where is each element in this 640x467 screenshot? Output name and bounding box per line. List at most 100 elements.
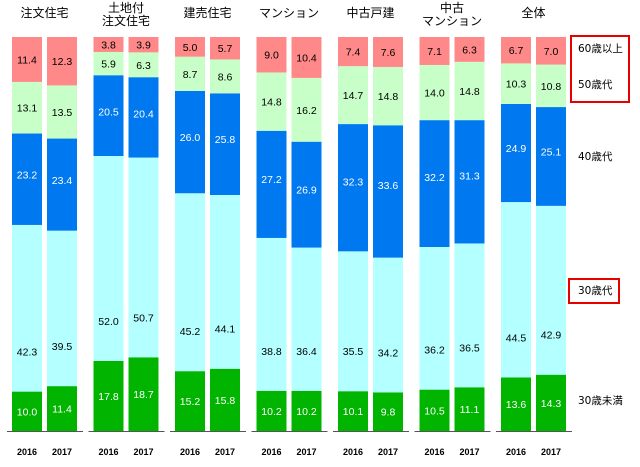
bar-segment	[419, 120, 450, 248]
bar-segment	[210, 368, 240, 431]
data-label: 18.7	[133, 389, 154, 401]
data-label: 38.8	[261, 346, 282, 358]
group-title: 土地付	[108, 1, 144, 15]
bar-segment	[501, 37, 531, 64]
data-label: 5.7	[218, 43, 233, 55]
bar-segment	[501, 103, 531, 203]
bar-segment	[93, 360, 124, 431]
data-label: 17.8	[98, 391, 119, 403]
data-label: 13.6	[506, 399, 527, 411]
bar-segment	[454, 243, 485, 388]
data-label: 12.3	[52, 56, 73, 68]
data-label: 15.8	[215, 395, 236, 407]
bar-segment	[419, 389, 450, 431]
data-label: 14.3	[541, 398, 562, 410]
bar-segment	[12, 133, 42, 225]
group-title: マンション	[422, 14, 482, 28]
legend-entry: 50歳代	[578, 79, 613, 91]
bar-segment	[454, 387, 485, 431]
data-label: 44.5	[506, 332, 527, 344]
year-tick-label: 2016	[98, 447, 118, 457]
data-label: 10.2	[296, 406, 317, 418]
year-tick-label: 2016	[180, 447, 200, 457]
bar-segment	[93, 51, 124, 76]
data-label: 36.5	[459, 342, 480, 354]
year-tick-label: 2017	[215, 447, 235, 457]
bar-segment	[175, 371, 205, 431]
bar-segment	[291, 247, 322, 391]
bar-segment	[256, 72, 287, 131]
bar-segment	[256, 37, 287, 73]
group-title: 中古	[440, 0, 464, 15]
bar-segment	[419, 64, 450, 121]
data-label: 3.8	[101, 39, 116, 51]
bar-segment	[536, 107, 566, 206]
data-label: 32.3	[343, 176, 364, 188]
data-label: 20.4	[133, 108, 154, 120]
bar-segment	[175, 56, 205, 91]
year-tick-label: 2016	[506, 447, 526, 457]
year-tick-label: 2017	[133, 447, 153, 457]
legend-entry: 60歳以上	[578, 43, 623, 55]
bar-segment	[501, 377, 531, 431]
bar-segment	[536, 37, 566, 65]
bar-segment	[12, 81, 42, 134]
data-label: 14.8	[261, 97, 282, 109]
data-label: 14.0	[424, 88, 445, 100]
data-label: 14.8	[378, 91, 399, 103]
data-label: 8.7	[183, 69, 198, 81]
data-label: 10.2	[261, 406, 282, 418]
data-label: 42.3	[17, 347, 38, 359]
data-label: 11.4	[17, 54, 37, 66]
group-title: 注文住宅	[102, 13, 150, 28]
data-label: 5.9	[101, 59, 116, 71]
bar-segment	[210, 37, 240, 60]
data-label: 11.1	[460, 404, 480, 416]
group-title: 建売住宅	[183, 5, 231, 20]
data-label: 7.1	[427, 46, 442, 58]
bars: 10.0 42.3 23.2 13.1 11.4 11.4 39.5 23.4 13.5 12.3…	[12, 37, 566, 431]
data-label: 6.3	[462, 44, 477, 56]
bar-segment	[291, 77, 322, 142]
legend-entry: 30歳未満	[578, 395, 623, 407]
bar-segment	[454, 61, 485, 121]
data-label: 3.9	[136, 40, 151, 52]
data-label: 7.4	[346, 47, 361, 59]
legend-highlight-box	[568, 278, 620, 304]
group-title: 中古戸建	[346, 5, 394, 20]
group-title: 全体	[521, 5, 545, 20]
data-label: 6.7	[509, 45, 524, 57]
bar-segment	[128, 37, 159, 53]
bar-segment	[256, 390, 287, 431]
year-tick-label: 2016	[261, 447, 281, 457]
data-label: 50.7	[133, 312, 154, 324]
data-label: 24.9	[506, 143, 527, 155]
bar-segment	[47, 37, 77, 86]
data-label: 11.4	[52, 404, 72, 416]
bar-segment	[291, 141, 322, 248]
data-label: 26.0	[180, 132, 201, 144]
data-label: 25.8	[215, 134, 236, 146]
data-label: 52.0	[98, 316, 119, 328]
data-label: 7.0	[544, 46, 559, 58]
data-label: 44.1	[215, 324, 236, 336]
bar-segment	[501, 63, 531, 104]
legend: 60歳以上 50歳代 40歳代 30歳代 30歳未満	[568, 35, 630, 407]
year-tick-label: 2017	[52, 447, 72, 457]
year-tick-label: 2016	[424, 447, 444, 457]
bar-segment	[210, 194, 240, 369]
bar-segment	[47, 85, 77, 139]
bar-segment	[175, 90, 205, 194]
bar-segment	[47, 386, 77, 431]
bar-segment	[128, 52, 159, 78]
data-label: 35.5	[343, 346, 364, 358]
bar-segment	[536, 374, 566, 431]
bar-segment	[536, 64, 566, 108]
bar-segment	[12, 37, 42, 82]
year-tick-label: 2016	[343, 447, 363, 457]
bar-segment	[175, 193, 205, 372]
data-label: 8.6	[218, 71, 233, 83]
data-label: 6.3	[136, 60, 151, 72]
bar-segment	[373, 125, 403, 258]
